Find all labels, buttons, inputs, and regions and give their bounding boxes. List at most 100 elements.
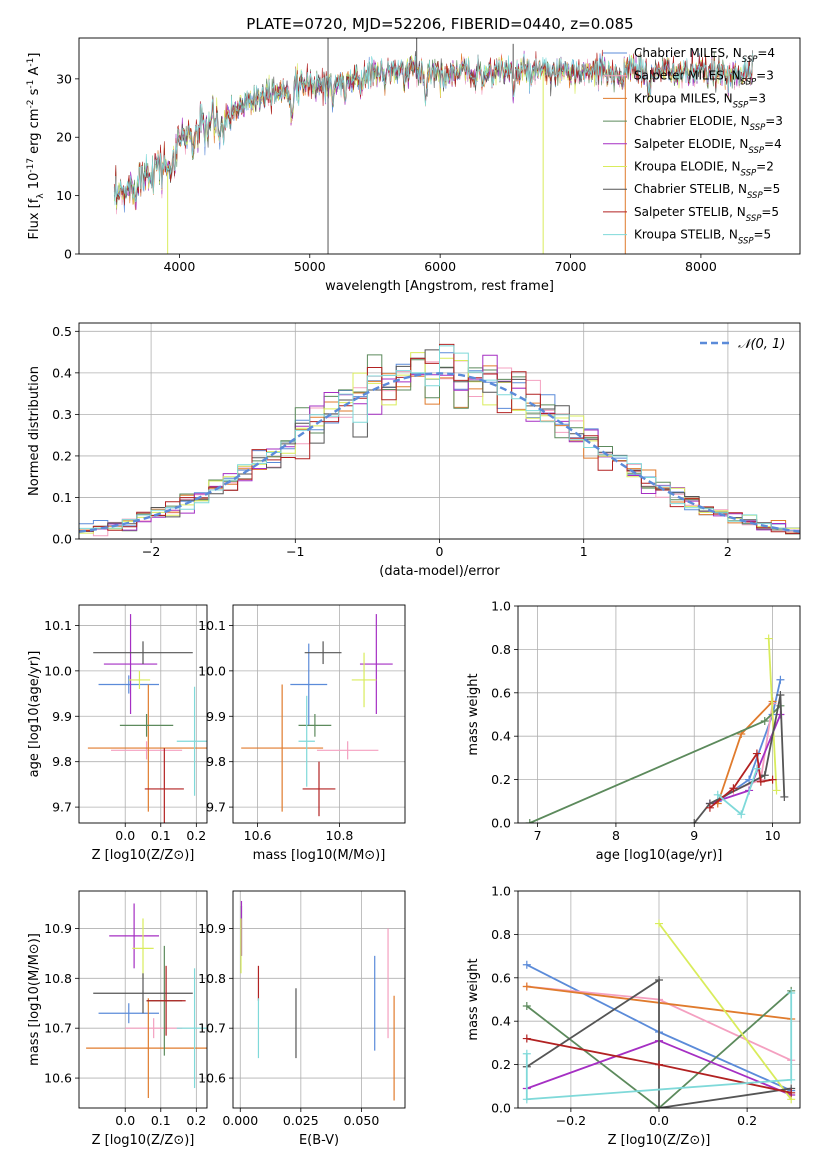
x-axis-label: age [log10(age/yr)] bbox=[596, 848, 723, 863]
y-axis-label: mass [log10(M/M⊙)] bbox=[27, 933, 42, 1066]
x-axis-label: mass [log10(M/M⊙)] bbox=[253, 848, 386, 863]
tick-label-y: 9.8 bbox=[52, 754, 72, 769]
tick-label-y: 0.2 bbox=[52, 448, 72, 463]
x-axis-label: (data-model)/error bbox=[379, 564, 500, 579]
tick-label-x: 7 bbox=[534, 828, 542, 843]
tick-label-x: 0.1 bbox=[151, 1113, 171, 1128]
weight-marker bbox=[522, 1034, 531, 1043]
weight-marker bbox=[525, 819, 534, 823]
legend-entry: Chabrier STELIB, NSSP=5 bbox=[634, 182, 780, 201]
weight-marker bbox=[756, 777, 765, 786]
tick-label-x: 8 bbox=[612, 828, 620, 843]
tick-label-y: 0.1 bbox=[52, 490, 72, 505]
weight-marker bbox=[760, 771, 769, 780]
tick-label-x: 0.2 bbox=[737, 1113, 757, 1128]
tick-label-y: 0.8 bbox=[491, 642, 511, 657]
weight-marker bbox=[655, 975, 663, 984]
tick-label-x: 5000 bbox=[294, 259, 326, 274]
weight-marker bbox=[522, 1049, 531, 1058]
weight-line bbox=[526, 978, 792, 1108]
tick-label-x: 2 bbox=[724, 544, 732, 559]
axes-frame bbox=[78, 604, 208, 824]
y-axis-label: mass weight bbox=[466, 958, 481, 1040]
tick-label-y: 10.9 bbox=[44, 921, 72, 936]
tick-label-y: 10.1 bbox=[198, 618, 226, 633]
tick-label-y: 0.0 bbox=[491, 816, 511, 831]
weight-marker bbox=[522, 1095, 531, 1104]
weight-marker bbox=[752, 764, 761, 773]
weight-marker bbox=[705, 803, 714, 812]
weight-marker bbox=[768, 775, 777, 784]
plot-area-residuals bbox=[79, 343, 800, 537]
weight-marker bbox=[745, 775, 754, 784]
tick-label-x: 0.0 bbox=[115, 828, 135, 843]
tick-label-x: 7000 bbox=[555, 259, 587, 274]
plot-area-mass_vs_Z bbox=[86, 903, 207, 1099]
axes-frame bbox=[78, 37, 801, 255]
axes-frame bbox=[78, 890, 208, 1109]
tick-label-x: −1 bbox=[286, 544, 304, 559]
tick-label-x: 6000 bbox=[424, 259, 456, 274]
tick-label-y: 1.0 bbox=[491, 884, 511, 899]
tick-label-y: 0.6 bbox=[491, 685, 511, 700]
tick-label-y: 30 bbox=[56, 71, 72, 86]
axes-frame bbox=[232, 604, 406, 824]
tick-label-x: −0.2 bbox=[556, 1113, 586, 1128]
panel-weight_vs_Z: −0.2 0.0 0.2 0.0 0.2 0.4 0.6 0.8 1.0 Z [log10(Z/Z… bbox=[466, 884, 801, 1148]
axes-frame bbox=[232, 890, 406, 1109]
panel-residuals: −2 −1 0 1 2 0.0 0.1 0.2 0.3 0.4 0.5 (data-model)/er… bbox=[27, 322, 801, 579]
weight-marker bbox=[690, 819, 699, 823]
tick-label-y: 0.5 bbox=[52, 324, 72, 339]
tick-label-y: 10.0 bbox=[44, 663, 72, 678]
weight-marker bbox=[787, 988, 796, 997]
y-axis-label: Flux [fλ 10-17 erg cm-2 s-1 A-1] bbox=[26, 53, 46, 240]
y-axis-label: age [log10(age/yr)] bbox=[27, 651, 42, 778]
plot-area-spectrum bbox=[113, 38, 753, 254]
panel-age_vs_Z: 0.0 0.1 0.2 9.7 9.8 9.9 10.0 10.1 Z [log10(Z/Z⊙)… bbox=[27, 604, 208, 863]
x-axis-label: Z [log10(Z/Z⊙)] bbox=[92, 1133, 195, 1148]
tick-label-x: 10.8 bbox=[326, 828, 354, 843]
tick-label-y: 9.7 bbox=[206, 800, 226, 815]
histogram-series bbox=[79, 345, 800, 532]
plot-area-mass_vs_ebv bbox=[240, 900, 395, 1101]
tick-label-y: 1.0 bbox=[491, 599, 511, 614]
tick-label-x: 4000 bbox=[163, 259, 195, 274]
tick-label-x: 10.6 bbox=[244, 828, 272, 843]
weight-marker bbox=[787, 1075, 796, 1084]
tick-label-y: 10.6 bbox=[44, 1071, 72, 1086]
tick-label-x: 0.0 bbox=[115, 1113, 135, 1128]
tick-label-y: 9.9 bbox=[206, 709, 226, 724]
tick-label-y: 0.2 bbox=[491, 772, 511, 787]
weight-marker bbox=[787, 1088, 796, 1097]
weight-marker bbox=[522, 982, 531, 991]
tick-label-y: 0.4 bbox=[491, 1014, 511, 1029]
tick-label-y: 10 bbox=[56, 188, 72, 203]
weight-marker bbox=[764, 634, 773, 643]
weight-line bbox=[658, 922, 792, 1100]
weight-marker bbox=[760, 717, 769, 726]
y-axis-label: mass weight bbox=[466, 673, 481, 755]
legend-entry: 𝒩(0, 1) bbox=[738, 337, 785, 352]
tick-label-x: 0.000 bbox=[222, 1113, 258, 1128]
tick-label-x: 0.0 bbox=[649, 1113, 669, 1128]
weight-line bbox=[767, 638, 778, 791]
weight-marker bbox=[655, 1060, 663, 1069]
y-axis-label: Normed distribution bbox=[27, 366, 42, 496]
legend-entry: Chabrier ELODIE, NSSP=3 bbox=[634, 114, 783, 133]
tick-label-y: 0 bbox=[64, 247, 72, 262]
weight-marker bbox=[776, 675, 785, 684]
legend-entry: Chabrier MILES, NSSP=4 bbox=[634, 46, 775, 65]
weight-marker bbox=[655, 919, 663, 928]
tick-label-x: 9 bbox=[690, 828, 698, 843]
tick-label-x: 0.025 bbox=[283, 1113, 319, 1128]
weight-marker bbox=[776, 690, 785, 699]
tick-label-x: 0.2 bbox=[186, 1113, 206, 1128]
panel-age_vs_mass: 10.6 10.8 9.7 9.8 9.9 10.0 10.1 mass [log10(M/M… bbox=[198, 604, 406, 863]
tick-label-y: 9.9 bbox=[52, 709, 72, 724]
plot-area-age_vs_mass bbox=[241, 614, 393, 817]
weight-marker bbox=[522, 960, 531, 969]
tick-label-y: 10.6 bbox=[198, 1071, 226, 1086]
tick-label-y: 0.4 bbox=[491, 729, 511, 744]
legend-entry: Salpeter STELIB, NSSP=5 bbox=[634, 205, 779, 224]
